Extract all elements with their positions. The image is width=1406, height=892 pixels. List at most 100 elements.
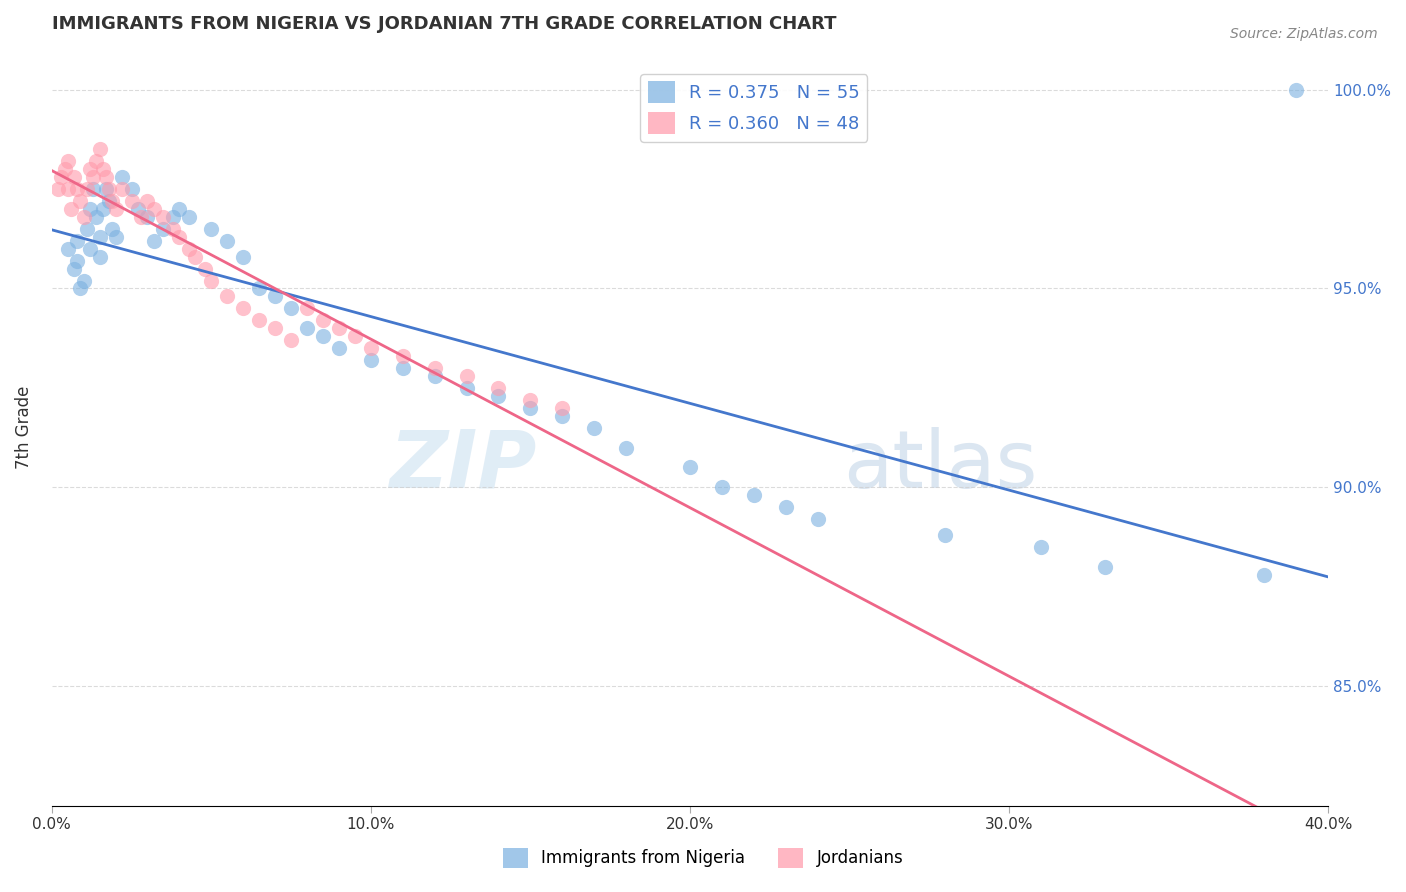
Point: [66, 253, 89, 268]
Point: [56, 154, 79, 169]
Point: [51, 170, 73, 185]
Point: [217, 234, 239, 248]
Point: [177, 210, 200, 224]
Point: [152, 222, 174, 236]
Text: ZIP: ZIP: [389, 426, 537, 505]
Point: [679, 460, 702, 475]
Point: [232, 250, 254, 264]
Point: [46, 182, 69, 196]
Point: [98, 182, 121, 196]
Point: [247, 281, 270, 295]
Point: [142, 234, 165, 248]
Point: [1029, 540, 1052, 554]
Point: [194, 261, 217, 276]
Point: [312, 329, 335, 343]
Point: [91, 162, 114, 177]
Point: [86, 154, 108, 169]
Point: [519, 392, 541, 407]
Point: [343, 329, 366, 343]
Point: [1285, 82, 1308, 96]
Point: [614, 441, 637, 455]
Legend: Immigrants from Nigeria, Jordanians: Immigrants from Nigeria, Jordanians: [496, 841, 910, 875]
Point: [63, 170, 86, 185]
Point: [934, 528, 956, 542]
Point: [328, 341, 350, 355]
Point: [73, 274, 96, 288]
Point: [456, 381, 478, 395]
Point: [104, 229, 127, 244]
Point: [89, 250, 111, 264]
Point: [312, 313, 335, 327]
Point: [101, 222, 124, 236]
Point: [488, 389, 510, 403]
Point: [59, 202, 82, 216]
Point: [98, 194, 121, 208]
Point: [200, 274, 222, 288]
Point: [710, 480, 733, 494]
Point: [82, 170, 104, 185]
Point: [111, 182, 134, 196]
Point: [162, 222, 184, 236]
Point: [89, 229, 111, 244]
Point: [94, 182, 117, 196]
Point: [391, 361, 413, 376]
Point: [129, 210, 152, 224]
Point: [104, 202, 127, 216]
Point: [94, 170, 117, 185]
Point: [111, 170, 134, 185]
Text: IMMIGRANTS FROM NIGERIA VS JORDANIAN 7TH GRADE CORRELATION CHART: IMMIGRANTS FROM NIGERIA VS JORDANIAN 7TH…: [52, 15, 837, 33]
Point: [423, 361, 446, 376]
Point: [82, 182, 104, 196]
Point: [247, 313, 270, 327]
Point: [79, 162, 101, 177]
Point: [295, 321, 318, 335]
Legend: R = 0.375   N = 55, R = 0.360   N = 48: R = 0.375 N = 55, R = 0.360 N = 48: [640, 74, 868, 142]
Point: [551, 409, 574, 423]
Text: Source: ZipAtlas.com: Source: ZipAtlas.com: [1230, 27, 1378, 41]
Point: [66, 182, 89, 196]
Point: [69, 281, 91, 295]
Point: [56, 242, 79, 256]
Y-axis label: 7th Grade: 7th Grade: [15, 386, 32, 469]
Point: [551, 401, 574, 415]
Point: [742, 488, 765, 502]
Point: [264, 321, 287, 335]
Point: [456, 369, 478, 384]
Point: [775, 500, 797, 515]
Point: [391, 349, 413, 363]
Point: [69, 194, 91, 208]
Point: [86, 210, 108, 224]
Point: [152, 210, 174, 224]
Point: [1094, 560, 1116, 574]
Point: [806, 512, 828, 526]
Point: [264, 289, 287, 303]
Point: [91, 202, 114, 216]
Point: [76, 182, 98, 196]
Point: [488, 381, 510, 395]
Point: [142, 202, 165, 216]
Point: [360, 353, 382, 368]
Point: [127, 202, 149, 216]
Point: [162, 210, 184, 224]
Point: [121, 194, 143, 208]
Point: [583, 420, 606, 434]
Point: [121, 182, 143, 196]
Point: [136, 194, 159, 208]
Point: [136, 210, 159, 224]
Point: [328, 321, 350, 335]
Point: [169, 202, 191, 216]
Point: [360, 341, 382, 355]
Point: [217, 289, 239, 303]
Point: [177, 242, 200, 256]
Point: [200, 222, 222, 236]
Point: [66, 234, 89, 248]
Point: [295, 301, 318, 316]
Point: [519, 401, 541, 415]
Point: [169, 229, 191, 244]
Point: [76, 222, 98, 236]
Point: [56, 182, 79, 196]
Point: [423, 369, 446, 384]
Point: [63, 261, 86, 276]
Point: [79, 202, 101, 216]
Point: [280, 301, 302, 316]
